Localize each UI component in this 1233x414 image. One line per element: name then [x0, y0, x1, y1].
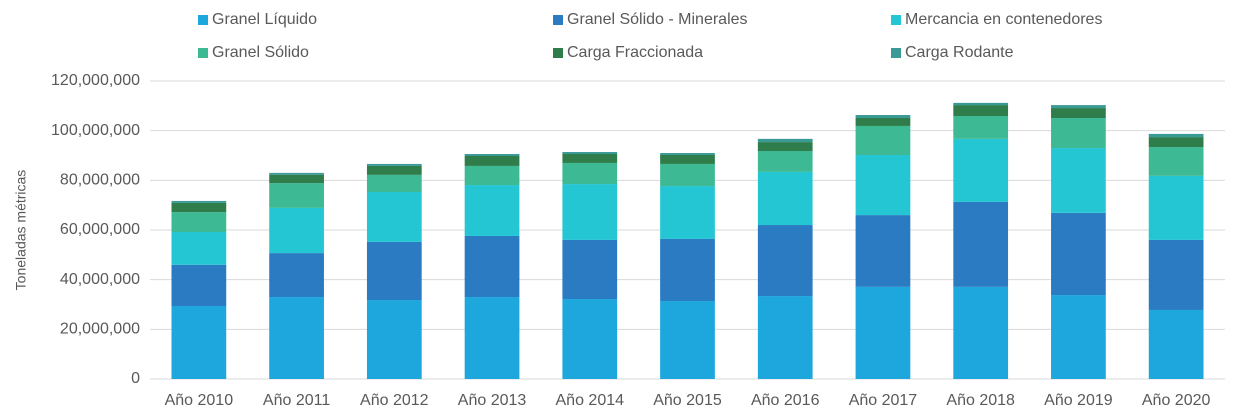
bar-segment	[562, 239, 618, 300]
x-tick-label: Año 2016	[751, 392, 820, 409]
bar-segment	[953, 138, 1009, 202]
bar-segment	[1051, 295, 1106, 379]
x-tick-label: Año 2019	[1044, 392, 1113, 409]
x-tick-label: Año 2013	[458, 392, 527, 409]
bar-segment	[269, 174, 324, 184]
bar-segment	[1148, 147, 1204, 176]
bar-segment	[366, 241, 422, 301]
bar-segment	[171, 305, 227, 379]
bar-segment	[660, 301, 715, 379]
legend-label: Carga Rodante	[905, 44, 1014, 61]
bar-segment	[660, 163, 715, 187]
legend-swatch	[553, 15, 563, 25]
bar-segment	[855, 215, 911, 287]
x-tick-label: Año 2010	[165, 392, 234, 409]
bar-segment	[1148, 239, 1204, 310]
bar-segment	[562, 299, 618, 379]
y-axis-label: Toneladas métricas	[13, 170, 29, 291]
y-tick-label: 40,000,000	[60, 271, 140, 288]
bar-segment	[757, 151, 813, 172]
bar-segment	[660, 153, 715, 156]
y-tick-label: 60,000,000	[60, 221, 140, 238]
bar-segment	[757, 171, 813, 226]
x-tick-label: Año 2018	[946, 392, 1015, 409]
x-tick-label: Año 2011	[263, 392, 330, 409]
bar-segment	[464, 165, 520, 186]
bar-segment	[464, 235, 520, 298]
legend-label: Carga Fraccionada	[567, 44, 703, 61]
bar-segment	[464, 185, 520, 236]
x-tick-label: Año 2020	[1142, 392, 1211, 409]
bar-segment	[953, 286, 1009, 379]
x-tick-label: Año 2017	[849, 392, 918, 409]
bar-segment	[953, 105, 1009, 117]
bar-segment	[757, 225, 813, 297]
bar-segment	[562, 154, 618, 163]
bar-segment	[171, 212, 227, 232]
bar-segment	[269, 207, 324, 254]
bar-segment	[269, 253, 324, 298]
bar-segment	[464, 154, 520, 156]
bar-segment	[464, 155, 520, 166]
bar-segment	[171, 264, 227, 306]
bar-segment	[1051, 118, 1106, 149]
bar-segment	[855, 115, 911, 119]
bar-segment	[1051, 108, 1106, 119]
bar-segment	[366, 192, 422, 242]
bar-segment	[855, 286, 911, 379]
bar-segment	[562, 152, 618, 155]
bar-segment	[366, 174, 422, 193]
bar-segment	[366, 165, 422, 175]
bar-segment	[757, 296, 813, 379]
legend-label: Granel Líquido	[212, 11, 317, 28]
bar-segment	[1148, 137, 1204, 148]
x-tick-label: Año 2012	[360, 392, 429, 409]
legend-label: Granel Sólido	[212, 44, 309, 61]
y-tick-label: 100,000,000	[51, 122, 140, 139]
x-tick-label: Año 2015	[653, 392, 722, 409]
x-tick-label: Año 2014	[556, 392, 625, 409]
bar-segment	[171, 200, 227, 203]
bar-segment	[464, 297, 520, 379]
bar-segment	[757, 138, 813, 143]
legend-swatch	[891, 48, 901, 58]
y-tick-label: 0	[131, 370, 140, 387]
bar-segment	[1148, 133, 1204, 138]
bar-segment	[953, 102, 1009, 106]
bar-segment	[855, 125, 911, 156]
y-tick-label: 80,000,000	[60, 172, 140, 189]
bar-segment	[171, 202, 227, 213]
bar-segment	[660, 238, 715, 302]
bar-segment	[855, 155, 911, 216]
legend-swatch	[198, 15, 208, 25]
legend-swatch	[198, 48, 208, 58]
bar-segment	[1148, 309, 1204, 379]
bar-segment	[1051, 105, 1106, 109]
legend-swatch	[891, 15, 901, 25]
legend-swatch	[553, 48, 563, 58]
bar-segment	[366, 300, 422, 379]
bar-segment	[269, 183, 324, 208]
legend-label: Granel Sólido - Minerales	[567, 11, 748, 28]
bar-segment	[660, 186, 715, 239]
bar-segment	[171, 231, 227, 265]
bar-segment	[660, 155, 715, 164]
bar-segment	[269, 297, 324, 379]
bar-segment	[757, 142, 813, 152]
bar-segment	[562, 184, 618, 240]
bar-segment	[1051, 148, 1106, 213]
bar-segment	[562, 162, 618, 185]
bar-segment	[269, 172, 324, 175]
legend-label: Mercancia en contenedores	[905, 11, 1102, 28]
y-tick-label: 20,000,000	[60, 321, 140, 338]
y-tick-label: 120,000,000	[51, 72, 140, 89]
bar-segment	[855, 118, 911, 126]
bar-segment	[953, 201, 1009, 287]
bar-segment	[953, 116, 1009, 139]
bar-segment	[366, 163, 422, 166]
bar-segment	[1148, 175, 1204, 240]
bar-segment	[1051, 212, 1106, 296]
